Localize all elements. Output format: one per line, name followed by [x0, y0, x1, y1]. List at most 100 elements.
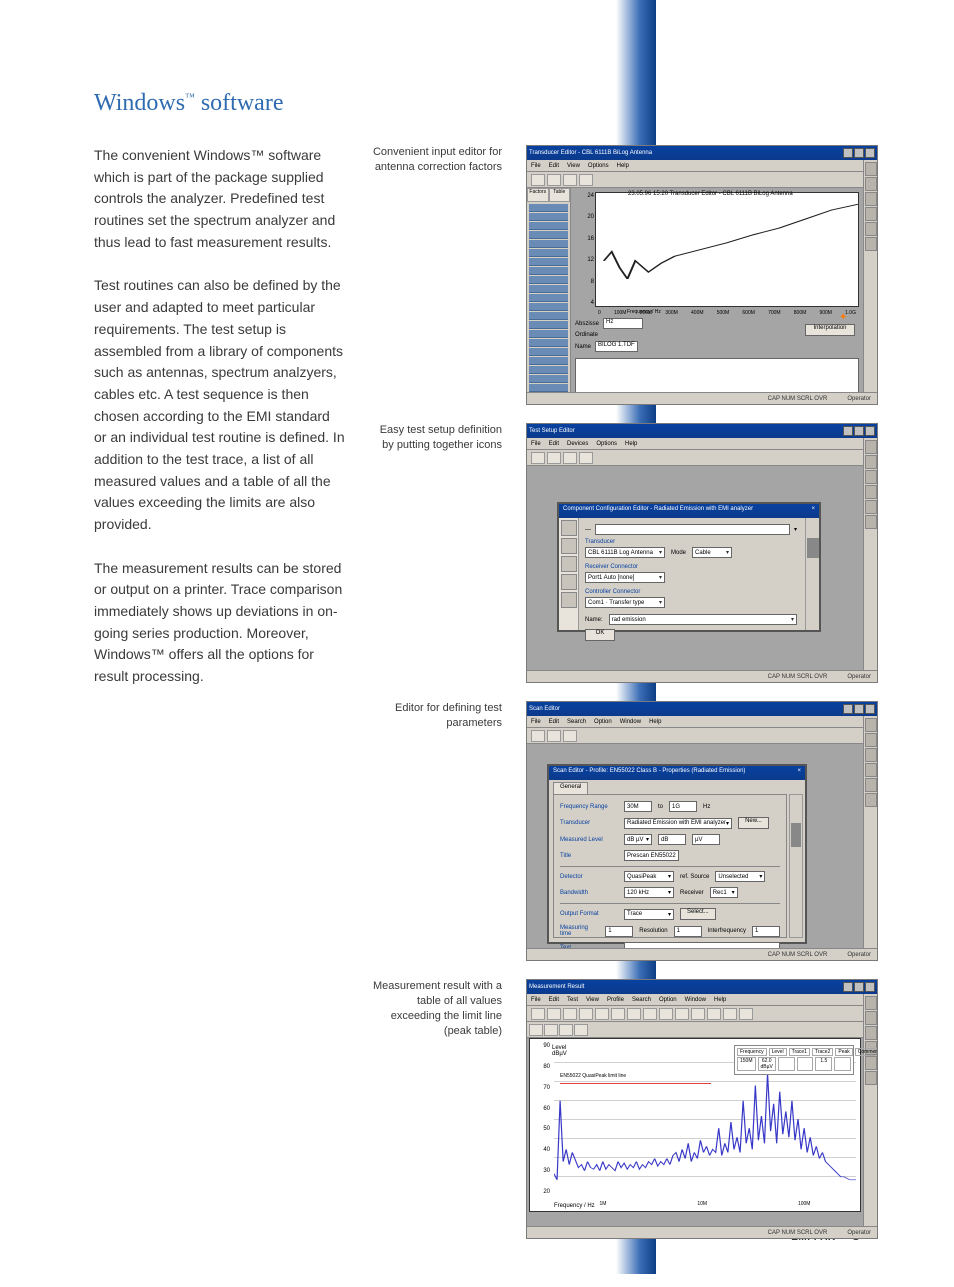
tab-general[interactable]: General — [553, 782, 588, 794]
bandwidth-combo[interactable]: 120 kHz — [624, 887, 674, 898]
toolbar-icon[interactable] — [723, 1008, 737, 1020]
name-field[interactable]: BILOG 1.TDF — [595, 341, 638, 352]
sidebar-icon[interactable] — [865, 222, 877, 236]
menu-help[interactable]: Help — [714, 997, 726, 1003]
close-icon[interactable]: × — [797, 768, 801, 778]
detector-combo[interactable]: QuasiPeak — [624, 871, 674, 882]
level-unit-2[interactable]: dB — [658, 834, 686, 845]
toolbar-icon[interactable] — [531, 452, 545, 464]
sidebar-icon[interactable] — [865, 515, 877, 529]
toolbar-icon[interactable] — [659, 1008, 673, 1020]
sidebar-icon[interactable] — [865, 470, 877, 484]
ss1-window-controls[interactable] — [843, 148, 875, 158]
sidebar-icon[interactable] — [865, 500, 877, 514]
device-icon[interactable] — [561, 592, 577, 608]
toolbar-icon[interactable] — [547, 730, 561, 742]
sidebar-icon[interactable] — [865, 1011, 877, 1025]
menu-profile[interactable]: Profile — [607, 997, 624, 1003]
mode-combo[interactable]: Cable — [692, 547, 732, 558]
ss4-sidebar-icons[interactable] — [863, 994, 877, 1226]
toolbar-icon[interactable] — [563, 730, 577, 742]
receiver-combo[interactable]: Rec1 — [710, 887, 738, 898]
menu-option[interactable]: Option — [659, 997, 677, 1003]
toolbar-icon[interactable] — [563, 452, 577, 464]
sidebar-icon[interactable] — [865, 748, 877, 762]
menu-edit[interactable]: Edit — [549, 997, 559, 1003]
menu-option[interactable]: Option — [594, 719, 612, 725]
component-name-field[interactable] — [595, 524, 790, 535]
ss1-menubar[interactable]: File Edit View Options Help — [527, 160, 877, 172]
sidebar-icon[interactable] — [865, 1056, 877, 1070]
ss1-list-area[interactable] — [575, 358, 859, 396]
toolbar-icon[interactable] — [544, 1024, 558, 1036]
toolbar-icon[interactable] — [675, 1008, 689, 1020]
ss3-scrollbar[interactable] — [789, 794, 803, 938]
transducer-combo[interactable]: CBL 6111B Log Antenna — [585, 547, 665, 558]
sidebar-icon[interactable] — [865, 207, 877, 221]
sidebar-icon[interactable] — [865, 440, 877, 454]
toolbar-icon[interactable] — [529, 1024, 543, 1036]
ss2-icon-column[interactable] — [559, 518, 579, 630]
menu-view[interactable]: View — [567, 163, 580, 169]
ss4-toolbar2[interactable] — [527, 1022, 863, 1038]
title-field[interactable]: Prescan EN55022 — [624, 850, 679, 861]
sidebar-icon[interactable] — [865, 763, 877, 777]
toolbar-icon[interactable] — [579, 1008, 593, 1020]
device-icon[interactable] — [561, 538, 577, 554]
ss1-left-tabs[interactable]: Factors Table — [527, 188, 570, 202]
toolbar-icon[interactable] — [627, 1008, 641, 1020]
menu-help[interactable]: Help — [617, 163, 629, 169]
toolbar-icon[interactable] — [595, 1008, 609, 1020]
controller-combo[interactable]: Com1 · Transfer type — [585, 597, 665, 608]
sidebar-icon[interactable] — [865, 778, 877, 792]
toolbar-icon[interactable] — [579, 452, 593, 464]
abszisse-field[interactable]: Hz — [603, 318, 643, 329]
ss3-menubar[interactable]: File Edit Search Option Window Help — [527, 716, 877, 728]
toolbar-icon[interactable] — [547, 174, 561, 186]
sidebar-icon[interactable] — [865, 996, 877, 1010]
toolbar-icon[interactable] — [563, 1008, 577, 1020]
toolbar-icon[interactable] — [574, 1024, 588, 1036]
toolbar-icon[interactable] — [547, 1008, 561, 1020]
receiver-combo[interactable]: Port1 Auto [none] — [585, 572, 665, 583]
toolbar-icon[interactable] — [559, 1024, 573, 1036]
ss1-sidebar-icons[interactable] — [863, 160, 877, 392]
toolbar-icon[interactable] — [547, 452, 561, 464]
ss2-menubar[interactable]: File Edit Devices Options Help — [527, 438, 877, 450]
source-combo[interactable]: Unselected — [715, 871, 765, 882]
toolbar-icon[interactable] — [611, 1008, 625, 1020]
ss3-sidebar-icons[interactable] — [863, 716, 877, 948]
output-combo[interactable]: Trace — [624, 909, 674, 920]
sidebar-icon[interactable] — [865, 718, 877, 732]
menu-edit[interactable]: Edit — [549, 163, 559, 169]
menu-window[interactable]: Window — [685, 997, 706, 1003]
setup-name-field[interactable]: rad emission — [609, 614, 797, 625]
ss1-factor-list[interactable] — [527, 202, 570, 405]
menu-edit[interactable]: Edit — [549, 441, 559, 447]
menu-edit[interactable]: Edit — [549, 719, 559, 725]
time-2[interactable]: 1 — [674, 926, 702, 937]
sidebar-icon[interactable] — [865, 177, 877, 191]
menu-file[interactable]: File — [531, 441, 541, 447]
ss2-toolbar[interactable] — [527, 450, 877, 466]
time-1[interactable]: 1 — [605, 926, 633, 937]
sidebar-icon[interactable] — [865, 1026, 877, 1040]
new-button[interactable]: New... — [738, 817, 769, 829]
sidebar-icon[interactable] — [865, 455, 877, 469]
toolbar-icon[interactable] — [691, 1008, 705, 1020]
menu-devices[interactable]: Devices — [567, 441, 588, 447]
time-3[interactable]: 1 — [752, 926, 780, 937]
menu-options[interactable]: Options — [588, 163, 609, 169]
ss3-window-controls[interactable] — [843, 704, 875, 714]
sidebar-icon[interactable] — [865, 793, 877, 807]
menu-test[interactable]: Test — [567, 997, 578, 1003]
menu-view[interactable]: View — [586, 997, 599, 1003]
menu-search[interactable]: Search — [567, 719, 586, 725]
toolbar-icon[interactable] — [531, 1008, 545, 1020]
ss2-scrollbar[interactable] — [805, 518, 819, 630]
ss3-tabs[interactable]: General — [549, 780, 805, 794]
menu-search[interactable]: Search — [632, 997, 651, 1003]
device-icon[interactable] — [561, 520, 577, 536]
sidebar-icon[interactable] — [865, 237, 877, 251]
transducer-combo[interactable]: Radiated Emission with EMI analyzer — [624, 818, 732, 829]
